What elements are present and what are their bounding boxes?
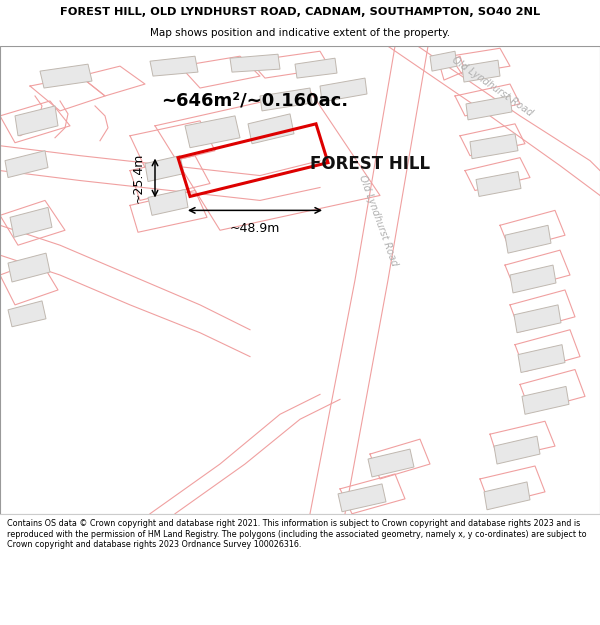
Text: FOREST HILL: FOREST HILL <box>310 154 430 173</box>
Polygon shape <box>466 96 512 120</box>
Text: ~25.4m: ~25.4m <box>132 153 145 203</box>
Polygon shape <box>145 156 184 181</box>
Polygon shape <box>430 51 457 71</box>
Text: Old Lyndhurst Road: Old Lyndhurst Road <box>450 54 534 118</box>
Polygon shape <box>40 64 92 88</box>
Polygon shape <box>295 58 337 78</box>
Polygon shape <box>260 88 312 111</box>
Polygon shape <box>462 60 500 82</box>
Polygon shape <box>522 386 569 414</box>
Text: ~646m²/~0.160ac.: ~646m²/~0.160ac. <box>161 92 349 110</box>
Polygon shape <box>505 225 551 253</box>
Text: Map shows position and indicative extent of the property.: Map shows position and indicative extent… <box>150 28 450 38</box>
Polygon shape <box>476 172 521 196</box>
Text: FOREST HILL, OLD LYNDHURST ROAD, CADNAM, SOUTHAMPTON, SO40 2NL: FOREST HILL, OLD LYNDHURST ROAD, CADNAM,… <box>60 6 540 16</box>
Polygon shape <box>368 449 414 477</box>
Polygon shape <box>338 484 386 512</box>
Polygon shape <box>470 134 518 159</box>
Polygon shape <box>185 116 240 148</box>
Polygon shape <box>510 265 556 293</box>
Text: Old Lyndhurst Road: Old Lyndhurst Road <box>357 173 399 268</box>
Polygon shape <box>148 189 188 216</box>
Polygon shape <box>5 151 48 178</box>
Text: Contains OS data © Crown copyright and database right 2021. This information is : Contains OS data © Crown copyright and d… <box>7 519 587 549</box>
Polygon shape <box>150 56 198 76</box>
Polygon shape <box>10 208 52 238</box>
Polygon shape <box>514 305 561 332</box>
Text: ~48.9m: ~48.9m <box>230 222 280 235</box>
Polygon shape <box>248 114 294 144</box>
Polygon shape <box>320 78 367 102</box>
Polygon shape <box>8 301 46 327</box>
Polygon shape <box>15 106 58 136</box>
Polygon shape <box>8 253 50 282</box>
Polygon shape <box>494 436 540 464</box>
Polygon shape <box>484 482 530 510</box>
Polygon shape <box>518 344 565 372</box>
Polygon shape <box>230 54 280 72</box>
